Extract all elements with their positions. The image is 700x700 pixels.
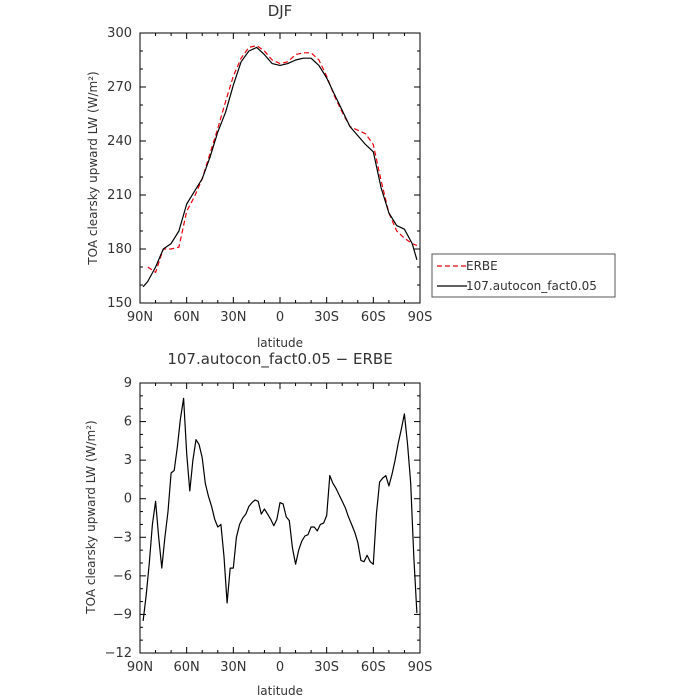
legend: ERBE 107.autocon_fact0.05 <box>431 253 616 298</box>
panel1-series-line-1 <box>142 46 418 288</box>
panel1-ytick-label: 210 <box>107 188 132 203</box>
panel2-xtick-label: 60N <box>174 660 200 675</box>
panel2-xtick-label: 30S <box>314 660 339 675</box>
panel1-xtick-label: 0 <box>276 310 284 325</box>
panel1-xtick-label: 30N <box>220 310 246 325</box>
panel2-ytick-label: 6 <box>124 415 132 430</box>
panel1-ytick-label: 180 <box>107 242 132 257</box>
panel2-xtick-label: 0 <box>276 660 284 675</box>
panel2-xtick-label: 90S <box>408 660 433 675</box>
panel2-ytick-label: 0 <box>124 492 132 507</box>
panel1-xtick-label: 90S <box>408 310 433 325</box>
panel2-xlabel: latitude <box>257 684 303 698</box>
panel2-ytick-label: −6 <box>113 569 132 584</box>
panel1-xtick-label: 90N <box>127 310 153 325</box>
panel1-xtick-label: 30S <box>314 310 339 325</box>
panel2-plot: 90N 60N 30N 0 30S 60S 90S −12 −9 −6 −3 0 3 6 9 <box>105 376 433 675</box>
panel1-ytick-label: 150 <box>107 296 132 311</box>
panel1-ytick-label: 270 <box>107 80 132 95</box>
panel1-ytick-label: 240 <box>107 134 132 149</box>
panel1-title: DJF <box>268 2 293 20</box>
panel2-ytick-label: −3 <box>113 530 132 545</box>
panel2-ylabel: TOA clearsky upward LW (W/m²) <box>84 420 98 614</box>
panel1-plot: 90N 60N 30N 0 30S 60S 90S 150 180 210 240 270 300 <box>107 26 432 325</box>
panel1-ylabel: TOA clearsky upward LW (W/m²) <box>86 71 100 265</box>
legend-frame <box>431 253 616 298</box>
panel1-ytick-label: 300 <box>107 26 132 41</box>
panel2-ytick-label: −12 <box>105 646 132 661</box>
panel2-series-line-0 <box>142 397 418 621</box>
panel1-xlabel: latitude <box>257 336 303 350</box>
legend-label-model: 107.autocon_fact0.05 <box>466 279 597 293</box>
panel2-xtick-label: 30N <box>220 660 246 675</box>
panel2-ytick-label: 9 <box>124 376 132 391</box>
panel2-frame <box>139 382 421 654</box>
panel2-ytick-label: −9 <box>113 607 132 622</box>
panel2-xtick-label: 90N <box>127 660 153 675</box>
legend-label-erbe: ERBE <box>466 259 498 273</box>
panel1-series-line-0 <box>147 44 418 273</box>
panel1-xtick-label: 60N <box>174 310 200 325</box>
panel1-xtick-label: 60S <box>361 310 386 325</box>
panel2-ytick-label: 3 <box>124 453 132 468</box>
panel2-xtick-label: 60S <box>361 660 386 675</box>
panel2-title: 107.autocon_fact0.05 − ERBE <box>167 350 392 369</box>
